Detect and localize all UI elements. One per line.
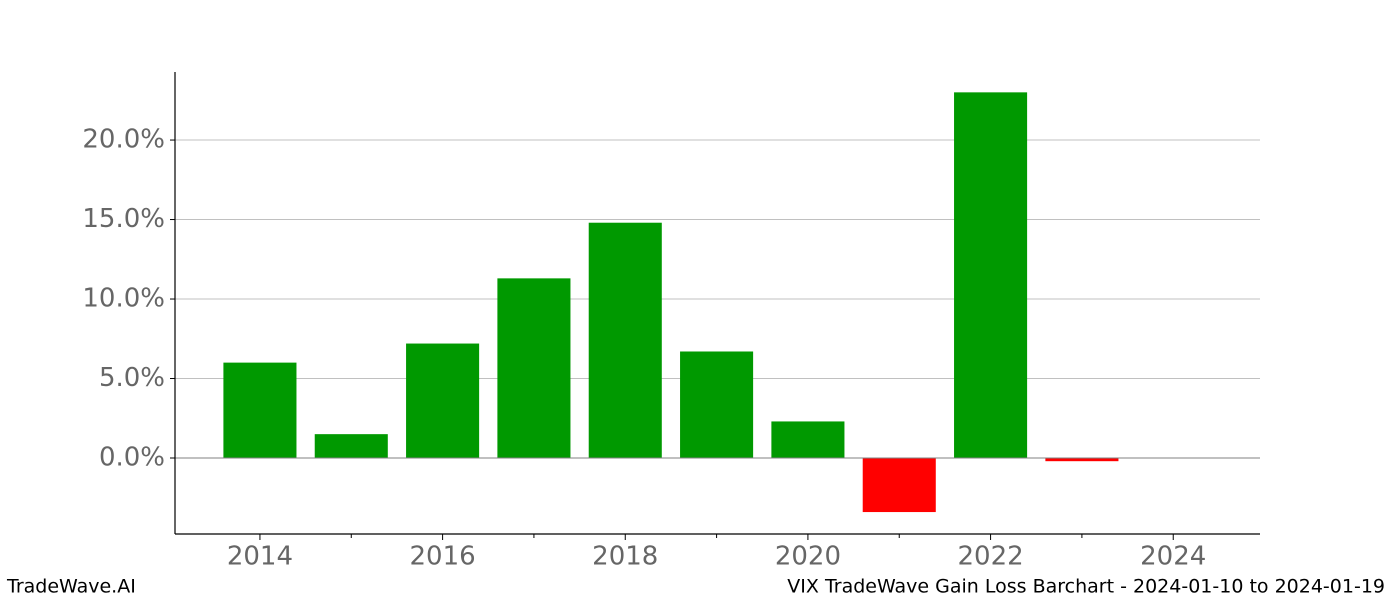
x-tick-label: 2020	[775, 542, 841, 572]
x-tick-label: 2022	[957, 542, 1023, 572]
bar	[954, 92, 1028, 459]
bar	[588, 222, 662, 459]
bar	[497, 278, 571, 459]
bar	[223, 362, 297, 459]
bar	[406, 343, 480, 459]
bar	[314, 434, 388, 459]
x-tick-label: 2018	[592, 542, 658, 572]
y-tick-label: 5.0%	[99, 363, 165, 393]
y-tick-label: 10.0%	[82, 284, 165, 314]
chart-title: VIX TradeWave Gain Loss Barchart - 2024-…	[787, 576, 1385, 598]
bar	[771, 421, 845, 459]
bar	[1045, 458, 1119, 462]
bar	[680, 351, 754, 459]
y-tick-label: 20.0%	[82, 125, 165, 155]
y-tick-label: 15.0%	[82, 204, 165, 234]
watermark: TradeWave.AI	[6, 576, 136, 598]
y-tick-label: 0.0%	[99, 443, 165, 473]
x-tick-label: 2016	[410, 542, 476, 572]
x-tick-label: 2014	[227, 542, 293, 572]
x-tick-label: 2024	[1140, 542, 1206, 572]
bar	[862, 458, 936, 513]
